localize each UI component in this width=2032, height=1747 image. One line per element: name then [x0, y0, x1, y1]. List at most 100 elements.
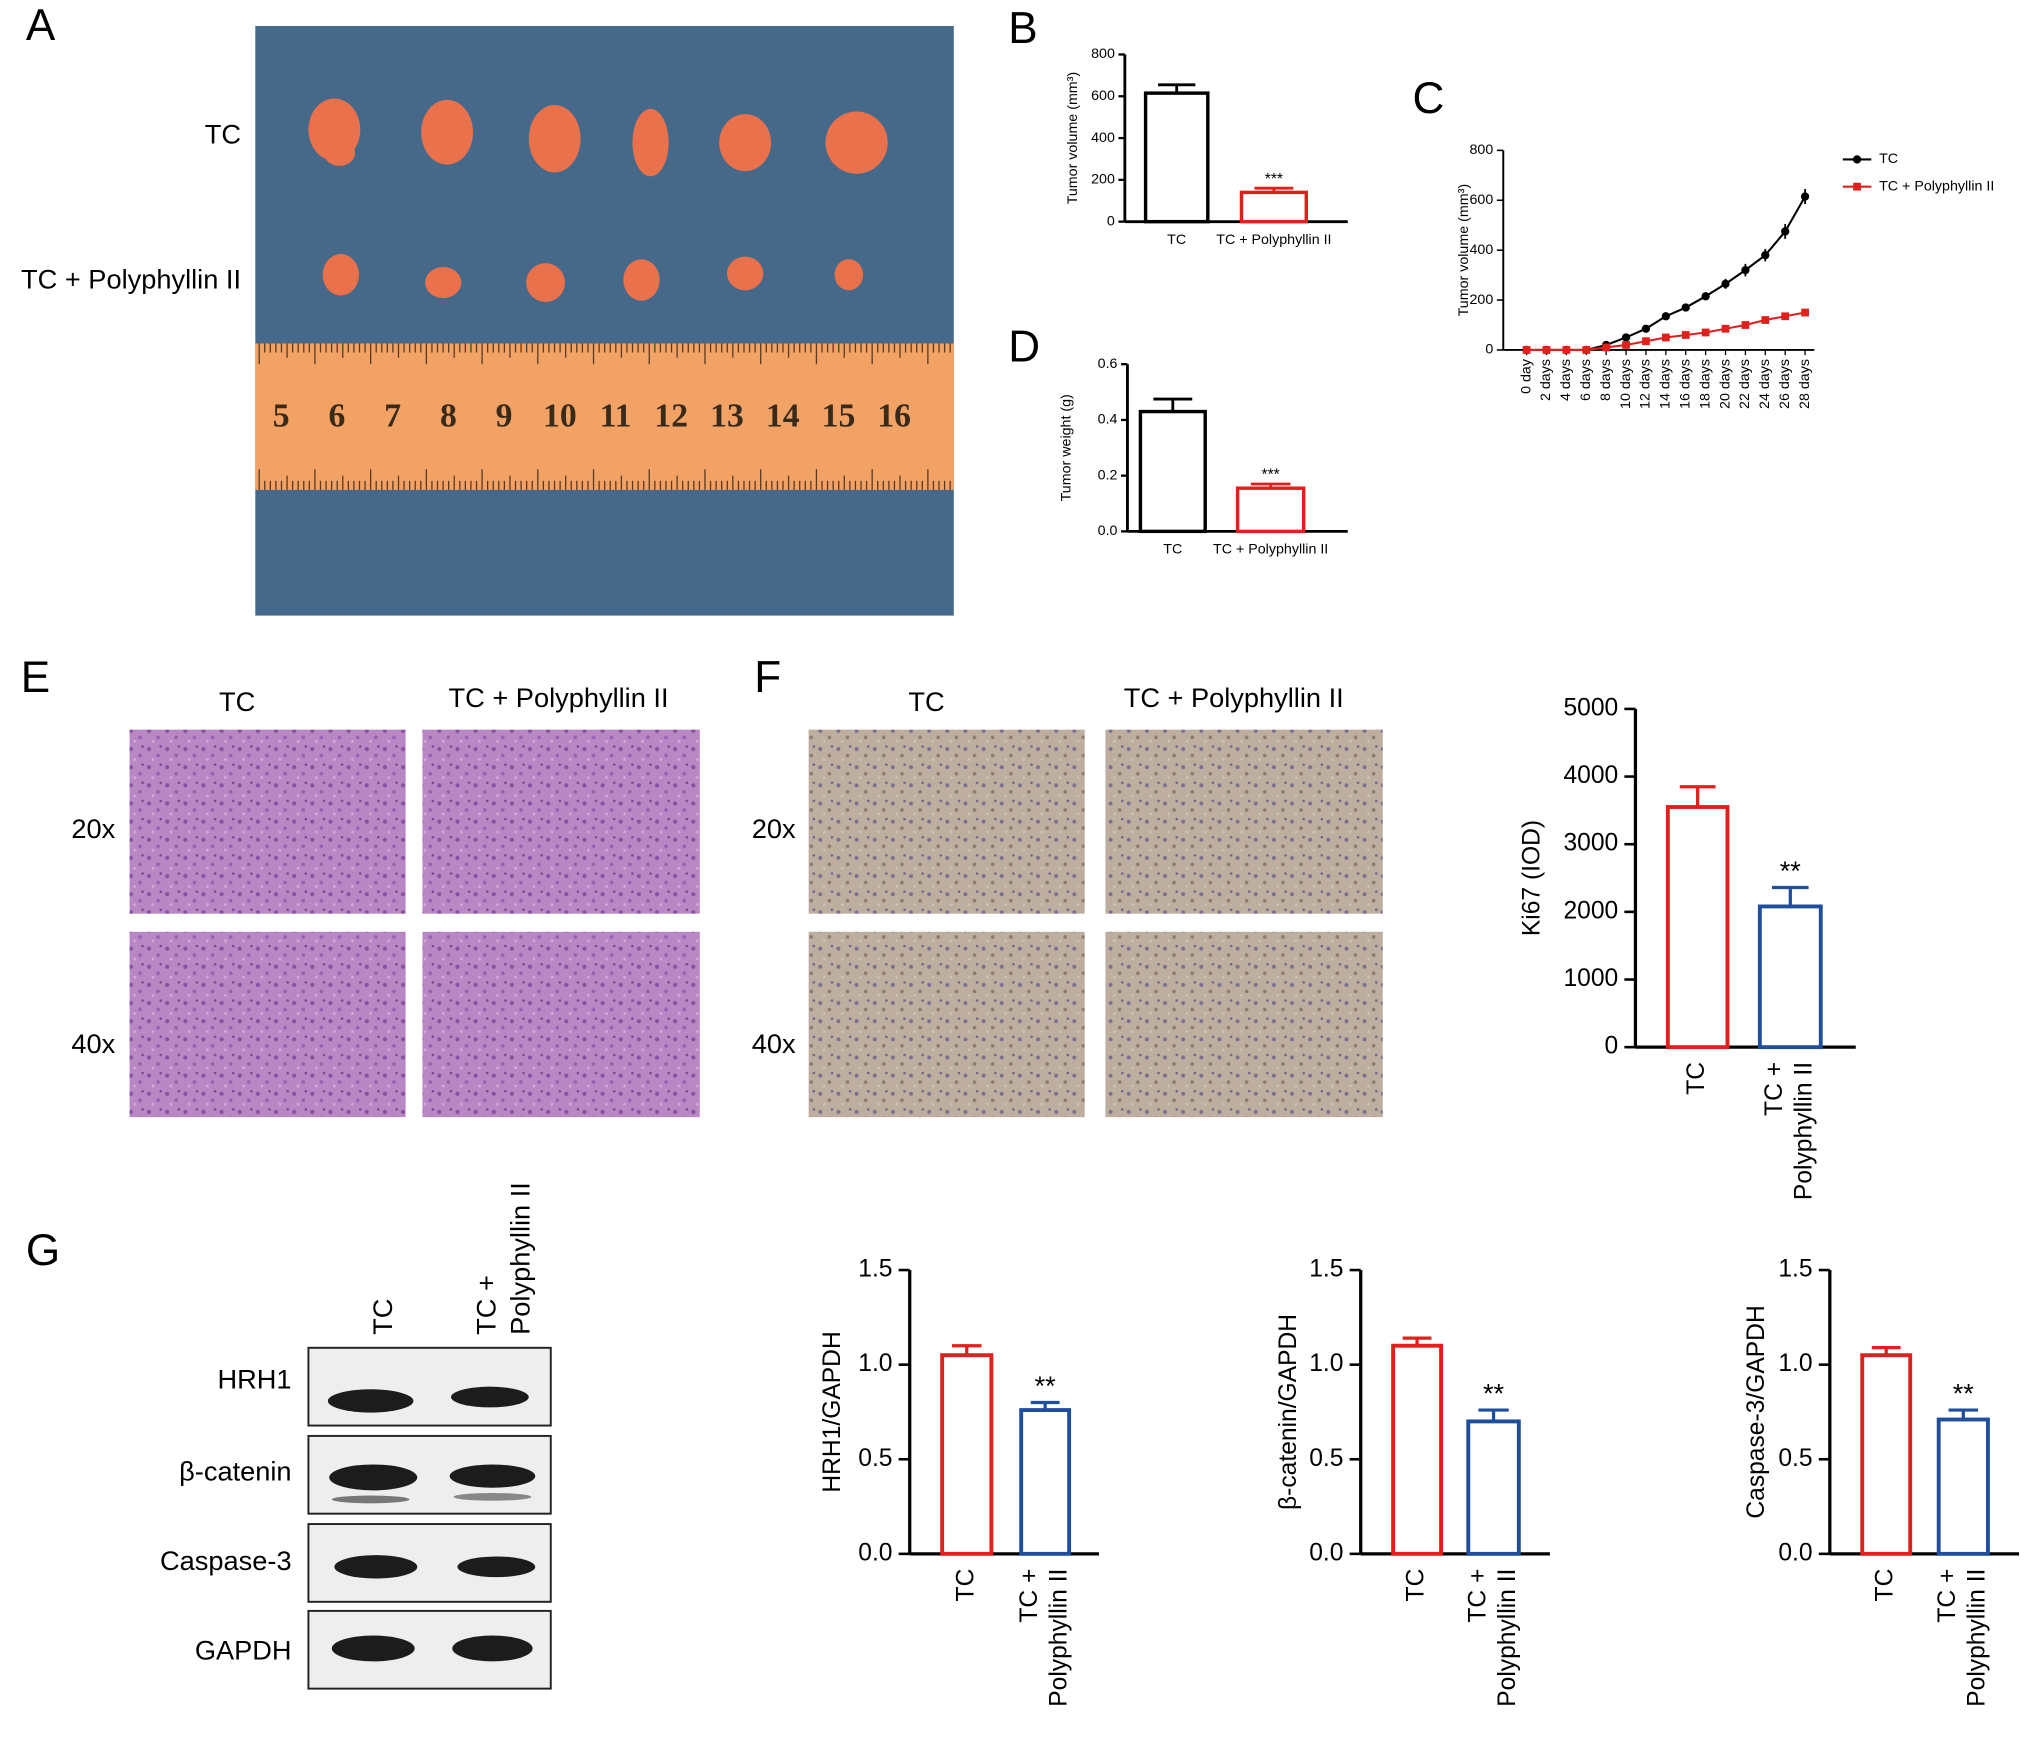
panel-letter: E	[21, 653, 50, 702]
series-line	[1526, 196, 1806, 351]
x-tick-label: 28 days	[1797, 359, 1813, 409]
point	[1853, 182, 1861, 191]
point	[1701, 328, 1710, 337]
lane-label: Polyphyllin II	[504, 1182, 535, 1335]
lane-label: TC +	[471, 1275, 502, 1335]
point	[1801, 308, 1809, 317]
legend-label: TC	[1879, 151, 1898, 167]
row-label: Caspase-3	[160, 1545, 292, 1576]
y-tick-label: 0	[1485, 342, 1493, 358]
panel-letter: A	[26, 1, 56, 50]
y-tick-label: 600	[1091, 88, 1115, 104]
point	[1542, 346, 1551, 354]
row-label: TC	[205, 118, 241, 149]
panel-letter: G	[26, 1226, 60, 1275]
point	[1602, 343, 1611, 352]
y-tick-label: 200	[1091, 172, 1115, 188]
x-tick-label: TC	[1872, 1569, 1899, 1602]
row-label: 20x	[71, 813, 115, 844]
x-tick-label: TC	[1163, 542, 1182, 558]
panel-letter: F	[754, 653, 781, 702]
x-tick-label: 18 days	[1697, 359, 1713, 409]
x-tick-label: TC	[1683, 1062, 1710, 1095]
y-tick-label: 3000	[1563, 830, 1618, 857]
point	[1621, 333, 1631, 342]
x-tick-label: 16 days	[1677, 359, 1693, 409]
y-axis-label: Tumor weight (g)	[1058, 394, 1074, 501]
y-tick-label: 0	[1107, 213, 1115, 229]
significance: **	[1780, 855, 1802, 886]
row-label: 20x	[752, 813, 796, 844]
point	[1681, 331, 1690, 339]
point	[1721, 324, 1730, 333]
point	[1642, 337, 1650, 346]
point	[1741, 265, 1750, 275]
panel-letter: C	[1413, 74, 1445, 123]
point	[1721, 279, 1730, 288]
significance: **	[1035, 1370, 1057, 1401]
y-tick-label: 4000	[1563, 762, 1618, 789]
row-label: 40x	[752, 1028, 796, 1059]
x-tick-label: TC + Polyphyllin II	[1216, 232, 1331, 248]
significance: **	[1483, 1377, 1505, 1408]
bar	[1235, 486, 1306, 534]
y-tick-label: 5000	[1563, 694, 1618, 721]
y-tick-label: 0.5	[858, 1445, 892, 1472]
x-tick-label: Polyphyllin II	[1791, 1062, 1818, 1200]
panel-letter: D	[1008, 323, 1040, 372]
x-tick-label: TC +	[1464, 1569, 1491, 1623]
y-tick-label: 0.0	[858, 1539, 892, 1566]
x-tick-label: TC +	[1761, 1062, 1788, 1116]
point	[1622, 341, 1630, 349]
significance: ***	[1265, 171, 1283, 188]
y-tick-label: 2000	[1563, 897, 1618, 924]
bar	[1860, 1353, 1913, 1556]
y-tick-label: 1.0	[858, 1350, 892, 1377]
bar	[1665, 805, 1730, 1050]
bar	[1466, 1419, 1521, 1556]
ihc-images	[808, 729, 1383, 1118]
column-label: TC + Polyphyllin II	[449, 682, 669, 713]
row-label: TC + Polyphyllin II	[21, 263, 241, 294]
y-tick-label: 0.4	[1098, 412, 1118, 428]
x-tick-label: 4 days	[1558, 359, 1574, 401]
tumor-photo	[255, 25, 954, 616]
point	[1562, 346, 1571, 354]
y-tick-label: 1.5	[858, 1256, 892, 1283]
point	[1741, 321, 1750, 329]
ruler-number: 5	[273, 397, 290, 434]
legend-label: TC + Polyphyllin II	[1879, 178, 1994, 194]
point	[1800, 192, 1810, 201]
y-tick-label: 1.5	[1309, 1256, 1343, 1283]
x-tick-label: 22 days	[1737, 359, 1753, 409]
ruler-number: 9	[496, 397, 513, 434]
row-label: β-catenin	[179, 1456, 291, 1487]
bar	[1138, 409, 1207, 534]
x-tick-label: TC + Polyphyllin II	[1213, 542, 1328, 558]
y-tick-label: 1.0	[1778, 1350, 1812, 1377]
y-axis-label: HRH1/GAPDH	[819, 1331, 846, 1492]
y-axis-label: Tumor volume (mm³)	[1065, 72, 1081, 204]
x-tick-label: TC	[952, 1569, 979, 1602]
x-tick-label: 2 days	[1538, 359, 1554, 401]
row-label: HRH1	[218, 1364, 292, 1395]
ruler-number: 15	[822, 397, 856, 434]
point	[1781, 312, 1790, 321]
bar	[940, 1353, 994, 1556]
x-tick-label: 24 days	[1757, 359, 1773, 409]
y-tick-label: 400	[1470, 242, 1494, 258]
x-tick-label: TC	[1403, 1569, 1430, 1602]
x-tick-label: 10 days	[1618, 359, 1634, 409]
point	[1701, 292, 1710, 301]
x-tick-label: 12 days	[1638, 359, 1654, 409]
bar	[1936, 1417, 1990, 1556]
bar	[1239, 190, 1308, 224]
y-tick-label: 0.2	[1098, 467, 1118, 483]
column-label: TC	[219, 686, 255, 717]
y-tick-label: 600	[1470, 192, 1494, 208]
point	[1852, 155, 1862, 164]
x-tick-label: 8 days	[1598, 359, 1614, 401]
significance: ***	[1261, 467, 1279, 484]
